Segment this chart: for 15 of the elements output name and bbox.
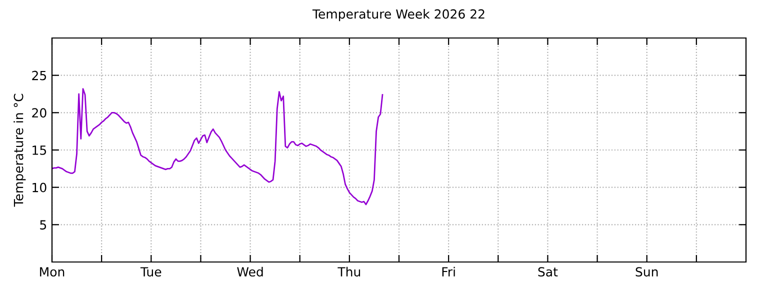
y-tick-label: 25 xyxy=(32,70,46,80)
chart-title: Temperature Week 2026 22 xyxy=(312,9,484,22)
y-tick-label: 20 xyxy=(32,108,46,118)
x-tick-label: Tue xyxy=(140,267,162,277)
x-tick-label: Fri xyxy=(442,266,455,276)
y-tick-label: 15 xyxy=(32,146,46,155)
y-tick-label: 5 xyxy=(40,220,46,230)
y-tick-label: 10 xyxy=(32,182,46,192)
line-series xyxy=(52,88,384,206)
y-axis-title: Temperature in °C xyxy=(14,94,26,207)
x-tick-label: Thu xyxy=(338,266,360,277)
x-tick-label: Sat xyxy=(538,267,558,277)
x-tick-label: Sun xyxy=(636,267,658,277)
x-tick-label: Mon xyxy=(40,267,64,277)
x-tick-label: Wed xyxy=(237,266,263,277)
